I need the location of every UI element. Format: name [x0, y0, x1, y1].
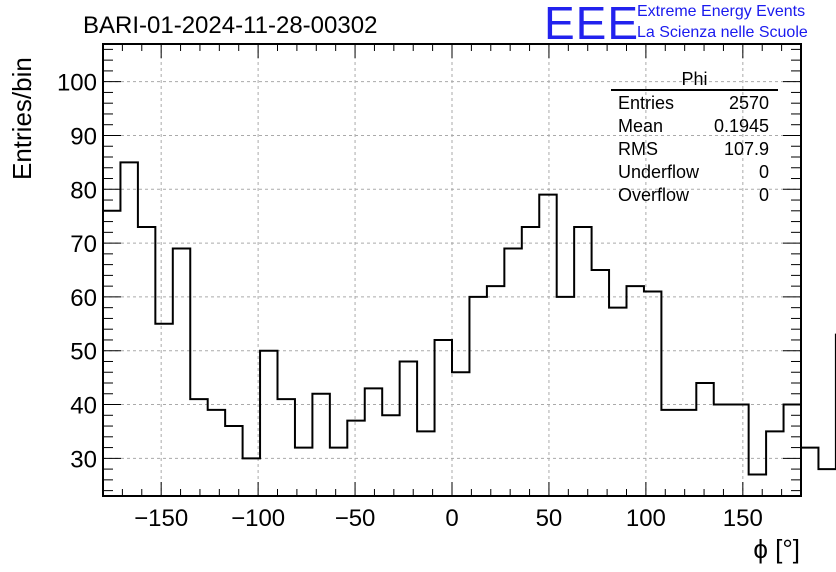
chart-title: BARI-01-2024-11-28-00302	[83, 12, 377, 39]
histogram-bin-21	[469, 297, 486, 496]
histogram-bin-5	[190, 399, 207, 496]
x-tick-label-0: −150	[134, 505, 188, 532]
stats-value-underflow: 0	[758, 162, 769, 182]
histogram-bin-26	[557, 297, 574, 496]
histogram-bin-4	[173, 248, 190, 496]
histogram-bin-34	[696, 383, 713, 496]
y-tick-label-1: 40	[70, 393, 97, 420]
y-tick-label-3: 60	[70, 285, 97, 312]
stats-label-underflow: Underflow	[618, 162, 700, 182]
histogram-bin-31	[644, 292, 661, 496]
histogram-bin-18	[417, 431, 434, 496]
y-tick-label-2: 50	[70, 339, 97, 366]
x-tick-label-3: 0	[445, 505, 458, 532]
histogram-bin-41	[818, 469, 835, 496]
y-tick-label-5: 80	[70, 177, 97, 204]
histogram-bin-10	[278, 399, 295, 496]
histogram-bin-30	[627, 286, 644, 496]
histogram-bin-22	[487, 286, 504, 496]
x-tick-label-6: 150	[723, 505, 763, 532]
histogram-bin-40	[801, 448, 818, 496]
histogram-bin-29	[609, 308, 626, 496]
histogram-bin-16	[382, 415, 399, 496]
stats-value-mean: 0.1945	[713, 116, 769, 136]
logo-line-1: Extreme Energy Events	[637, 3, 806, 20]
histogram-bin-9	[260, 351, 277, 496]
histogram-bin-24	[522, 227, 539, 496]
histogram-bin-25	[539, 195, 556, 496]
histogram-bin-35	[714, 405, 731, 496]
y-axis-label: Entries/bin	[7, 57, 37, 180]
histogram-bin-12	[312, 394, 329, 496]
histogram-bin-1	[120, 162, 137, 496]
histogram-bin-7	[225, 426, 242, 496]
x-axis-label: ϕ [°]	[753, 534, 800, 564]
stats-value-entries: 2570	[728, 93, 769, 113]
stats-title: Phi	[681, 69, 708, 89]
stats-label-overflow: Overflow	[618, 185, 690, 205]
stats-value-rms: 107.9	[723, 139, 769, 159]
minor-ticks	[102, 44, 802, 496]
histogram-bin-27	[574, 227, 591, 496]
histogram-bin-0	[103, 211, 120, 496]
histogram-bin-6	[208, 410, 225, 496]
x-tick-label-1: −100	[231, 505, 285, 532]
histogram-bin-19	[435, 340, 452, 496]
histogram-bin-38	[766, 431, 783, 496]
grid-lines	[103, 44, 801, 496]
stats-header-rule	[611, 89, 778, 91]
y-tick-label-7: 100	[57, 70, 97, 97]
x-tick-label-4: 50	[536, 505, 563, 532]
stats-label-mean: Mean	[618, 116, 664, 136]
stats-label-rms: RMS	[618, 139, 658, 159]
histogram-bin-11	[295, 448, 312, 496]
y-tick-label-0: 30	[70, 446, 97, 473]
logo-line-2: La Scienza nelle Scuole	[637, 24, 808, 41]
histogram-bin-36	[731, 405, 748, 496]
x-tick-label-5: 100	[626, 505, 666, 532]
histogram-bin-39	[784, 405, 801, 496]
y-tick-label-4: 70	[70, 231, 97, 258]
histogram-bin-8	[243, 458, 260, 496]
histogram-bin-3	[155, 324, 172, 496]
histogram-bin-20	[452, 372, 469, 496]
eee-logo-mark: EEE	[544, 0, 640, 49]
x-axis-ticks: −150 −100 −50 0 50 100 150	[134, 44, 763, 532]
histogram-bin-32	[661, 410, 678, 496]
histogram-bin-37	[749, 474, 766, 496]
histogram-bin-28	[592, 270, 609, 496]
histogram-bin-14	[347, 421, 364, 496]
histogram-bin-13	[330, 448, 347, 496]
histogram-bin-33	[679, 410, 696, 496]
histogram-bin-17	[400, 361, 417, 496]
histogram-bin-15	[365, 388, 382, 496]
y-axis-ticks: 30 40 50 60 70 80 90 100	[57, 70, 801, 473]
stats-label-entries: Entries	[618, 93, 675, 113]
stats-value-overflow: 0	[758, 185, 769, 205]
histogram-outline	[103, 161, 836, 476]
y-tick-label-6: 90	[70, 123, 97, 150]
histogram-bin-2	[138, 227, 155, 496]
histogram-bin-23	[504, 248, 521, 496]
x-tick-label-2: −50	[335, 505, 376, 532]
